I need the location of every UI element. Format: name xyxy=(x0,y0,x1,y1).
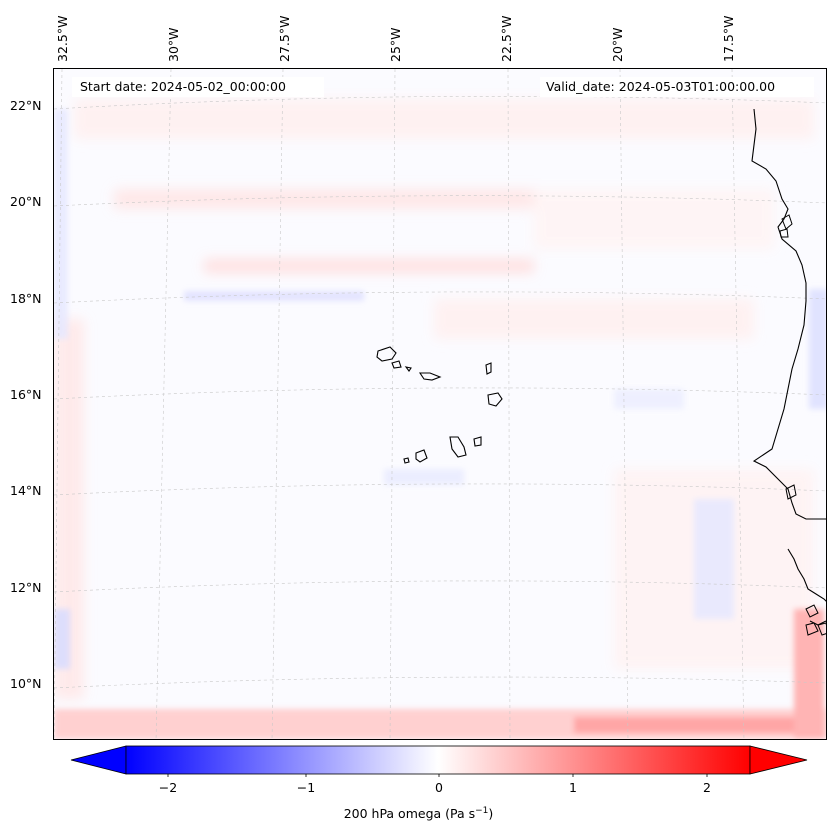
coastal-islet xyxy=(785,484,797,500)
island-sao-nicolau xyxy=(418,372,442,381)
colorbar-tick-1: 1 xyxy=(569,780,577,795)
lon-label-22-5w: 22.5°W xyxy=(499,15,514,62)
island-boa-vista xyxy=(487,392,503,407)
lat-label-14n: 14°N xyxy=(10,483,42,498)
colorbar xyxy=(70,745,808,777)
meridian-line xyxy=(155,69,172,739)
meridian-line xyxy=(54,69,63,739)
meridian-line xyxy=(507,69,511,739)
coastal-islet xyxy=(805,604,819,618)
coastal-islet xyxy=(817,622,826,636)
parallel-line xyxy=(54,580,826,593)
colorbar-tick-neg2: −2 xyxy=(158,780,178,795)
lat-label-20n: 20°N xyxy=(10,194,42,209)
lon-label-25w: 25°W xyxy=(388,27,403,62)
parallel-line xyxy=(54,95,826,110)
colorbar-tick-0: 0 xyxy=(435,780,443,795)
lon-label-17-5w: 17.5°W xyxy=(721,15,736,62)
colorbar-title-close: ) xyxy=(488,806,494,822)
island-maio xyxy=(473,436,482,447)
lat-label-18n: 18°N xyxy=(10,291,42,306)
parallel-line xyxy=(54,676,826,689)
colorbar-title-exponent: −1 xyxy=(475,806,489,816)
parallel-line xyxy=(54,195,826,207)
colorbar-high-extension xyxy=(749,745,808,775)
lon-label-30w: 30°W xyxy=(166,27,181,62)
island-santiago xyxy=(449,436,467,458)
island-sao-vicente xyxy=(391,360,402,369)
valid-date-label: Valid_date: 2024-05-03T01:00:00.00 xyxy=(540,77,814,97)
lat-label-16n: 16°N xyxy=(10,387,42,402)
meridian-line xyxy=(271,69,284,739)
start-date-label: Start date: 2024-05-02_00:00:00 xyxy=(72,77,324,97)
parallel-line xyxy=(54,291,826,304)
colorbar-title-text: 200 hPa omega (Pa s xyxy=(343,806,476,822)
colorbar-tick-neg1: −1 xyxy=(296,780,316,795)
coastal-islet xyxy=(805,622,819,636)
island-santo-antao xyxy=(376,346,397,362)
lat-label-12n: 12°N xyxy=(10,580,42,595)
colorbar-bar xyxy=(125,745,751,775)
island-sal xyxy=(485,362,492,375)
map-panel[interactable]: Start date: 2024-05-02_00:00:00 Valid_da… xyxy=(53,68,827,740)
lat-label-10n: 10°N xyxy=(10,676,42,691)
island-fogo xyxy=(415,449,428,463)
lon-label-20w: 20°W xyxy=(610,27,625,62)
africa-coastline xyxy=(787,548,826,602)
lon-label-32-5w: 32.5°W xyxy=(55,15,70,62)
africa-coastline xyxy=(751,108,826,520)
parallel-line xyxy=(54,387,826,400)
meridian-line xyxy=(389,69,396,739)
island-santa-luzia xyxy=(404,366,412,372)
colorbar-tick-2: 2 xyxy=(703,780,711,795)
meridian-line xyxy=(731,69,745,739)
meridian-line xyxy=(619,69,629,739)
cape-verde-islands xyxy=(376,346,503,464)
colorbar-low-extension xyxy=(70,745,127,775)
coastal-islet xyxy=(781,214,793,230)
coastal-islet xyxy=(779,228,789,238)
lat-label-22n: 22°N xyxy=(10,98,42,113)
island-brava xyxy=(403,457,410,464)
lon-label-27-5w: 27.5°W xyxy=(277,15,292,62)
colorbar-title: 200 hPa omega (Pa s−1) xyxy=(0,806,837,821)
parallel-line xyxy=(54,483,826,496)
omega-field-map xyxy=(54,69,826,739)
